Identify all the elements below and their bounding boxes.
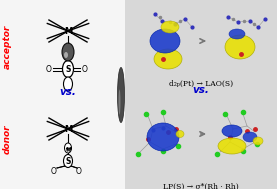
Text: LP(S) → σ*(Rh · Rh): LP(S) → σ*(Rh · Rh) xyxy=(163,183,239,189)
Text: M: M xyxy=(64,26,72,36)
Text: acceptor: acceptor xyxy=(2,25,12,69)
Ellipse shape xyxy=(147,123,179,151)
Ellipse shape xyxy=(222,125,242,137)
Text: O: O xyxy=(76,167,82,176)
Text: vs.: vs. xyxy=(193,85,209,95)
Ellipse shape xyxy=(150,29,180,53)
Ellipse shape xyxy=(63,60,73,77)
Ellipse shape xyxy=(63,154,73,167)
Text: S: S xyxy=(65,64,71,74)
Text: O: O xyxy=(82,64,88,74)
Ellipse shape xyxy=(243,132,257,142)
Ellipse shape xyxy=(154,49,182,69)
Ellipse shape xyxy=(63,77,73,91)
Bar xyxy=(125,0,277,189)
Text: d₂ₚ(Pt) → LAO(S): d₂ₚ(Pt) → LAO(S) xyxy=(169,80,233,88)
Text: donor: donor xyxy=(2,124,12,154)
Ellipse shape xyxy=(64,52,68,58)
Ellipse shape xyxy=(253,137,263,145)
Ellipse shape xyxy=(62,43,74,61)
Ellipse shape xyxy=(218,138,246,154)
Text: M: M xyxy=(64,125,72,133)
Ellipse shape xyxy=(117,67,124,122)
Text: O: O xyxy=(46,64,52,74)
Ellipse shape xyxy=(161,21,179,33)
Text: O: O xyxy=(51,167,57,176)
Ellipse shape xyxy=(225,35,255,59)
Ellipse shape xyxy=(176,130,184,138)
Bar xyxy=(0,0,125,189)
Text: S: S xyxy=(65,156,71,166)
Ellipse shape xyxy=(229,29,245,39)
Text: vs.: vs. xyxy=(60,87,76,97)
Ellipse shape xyxy=(65,143,71,153)
Ellipse shape xyxy=(119,90,120,115)
